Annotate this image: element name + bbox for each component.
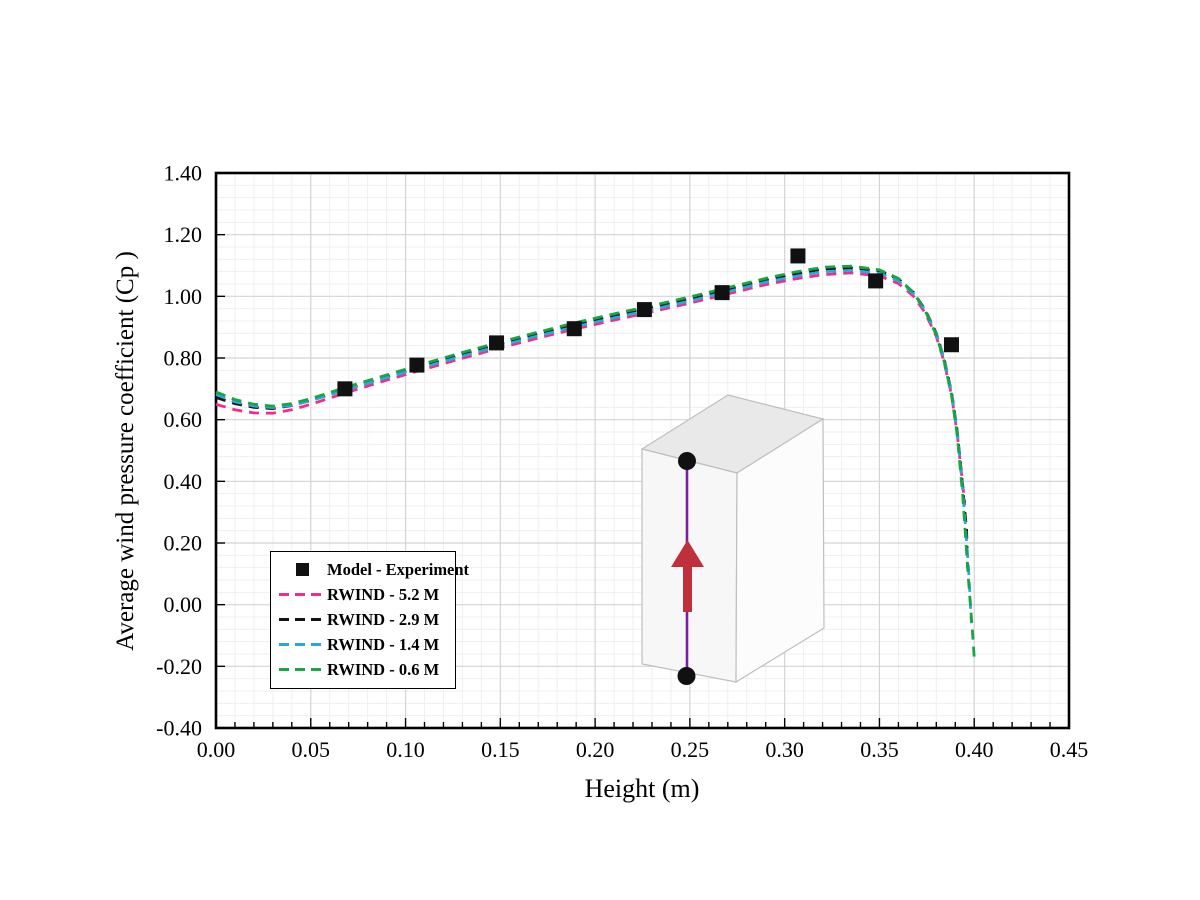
legend-label: RWIND - 0.6 M [327,659,440,679]
legend-dash-marker-icon [279,667,327,672]
legend-item-rwind-2-9-m: RWIND - 2.9 M [279,607,455,632]
y-tick-label: 0.00 [164,592,203,617]
experiment-point [489,335,505,351]
legend-label: RWIND - 5.2 M [327,584,440,604]
series-line-rwind-1-4-m [215,268,973,624]
x-tick-label: 0.05 [292,737,331,762]
y-tick-label: 1.00 [164,284,203,309]
probe-bottom-dot [677,667,696,685]
legend-square-marker-icon [279,563,327,576]
legend: Model - Experiment RWIND - 5.2 M RWIND - 2… [270,551,469,689]
y-tick-label: 0.60 [164,407,203,432]
y-axis-title: Average wind pressure coefficient (Cp ) [112,251,139,651]
legend-dash-marker-icon [279,592,327,597]
x-tick-label: 0.20 [576,737,615,762]
legend-label: Model - Experiment [327,559,470,579]
probe-top-dot [678,452,696,470]
plot-border [214,171,1071,730]
experiment-point [566,321,582,337]
legend-item-rwind-5-2-m: RWIND - 5.2 M [279,582,455,607]
experiment-point [790,248,806,264]
x-tick-label: 0.40 [955,737,994,762]
y-tick-label: -0.40 [156,716,202,741]
building-side-face [735,417,825,684]
x-tick-label: 0.35 [860,737,899,762]
x-tick-label: 0.10 [386,737,425,762]
experiment-point [337,381,353,397]
series-line-rwind-5-2-m [215,271,967,504]
legend-label: RWIND - 2.9 M [327,609,440,629]
experiment-point [943,337,959,353]
x-tick-label: 0.00 [197,737,236,762]
x-tick-label: 0.30 [765,737,804,762]
legend-item-rwind-0-6-m: RWIND - 0.6 M [279,657,455,682]
x-axis-title: Height (m) [584,774,700,803]
experiment-point [868,273,884,289]
y-tick-label: 0.80 [164,346,203,371]
x-tick-label: 0.45 [1050,737,1089,762]
legend-label: RWIND - 1.4 M [327,634,440,654]
legend-dash-marker-icon [279,617,327,622]
experiment-point [714,285,730,301]
wind-arrow-head-icon [671,540,704,567]
legend-item-model-experiment: Model - Experiment [279,557,469,582]
series-line-rwind-2-9-m [215,266,969,568]
y-tick-label: 1.40 [164,161,203,186]
wind-arrow-shaft [683,565,692,612]
y-tick-label: -0.20 [156,654,202,679]
experiment-point [409,357,425,373]
x-tick-label: 0.15 [481,737,520,762]
y-tick-label: 0.40 [164,469,203,494]
legend-dash-marker-icon [279,642,327,647]
experiment-point [636,302,652,318]
y-tick-label: 0.20 [164,531,203,556]
y-tick-label: 1.20 [164,222,203,247]
x-tick-label: 0.25 [671,737,710,762]
legend-item-rwind-1-4-m: RWIND - 1.4 M [279,632,455,657]
